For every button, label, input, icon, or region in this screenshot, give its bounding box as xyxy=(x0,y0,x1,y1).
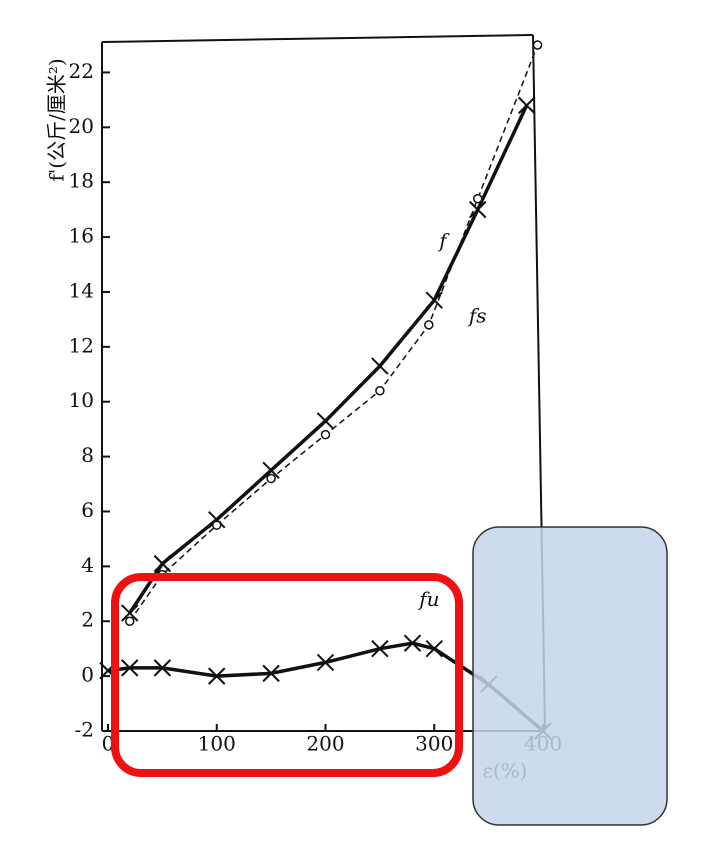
y-tick-label: 4 xyxy=(81,553,94,577)
overlay-box xyxy=(472,526,668,826)
point xyxy=(125,616,135,626)
point xyxy=(121,604,139,622)
point xyxy=(266,473,276,484)
y-tick-label: 14 xyxy=(69,278,94,302)
y-tick-label: 20 xyxy=(69,114,94,138)
series-label: fs xyxy=(467,303,487,327)
point xyxy=(316,412,335,430)
highlight-box xyxy=(111,573,463,777)
x-tick-label: 100 xyxy=(198,732,236,756)
point xyxy=(532,40,543,50)
point xyxy=(371,357,389,375)
series-label: fu xyxy=(417,587,439,611)
point xyxy=(320,429,331,440)
point xyxy=(121,659,139,677)
point xyxy=(469,200,487,219)
point xyxy=(403,634,422,652)
point xyxy=(262,461,280,480)
point xyxy=(517,96,536,115)
series-line xyxy=(128,104,529,614)
y-tick-label: 2 xyxy=(81,608,94,632)
frame-top xyxy=(101,34,534,43)
point xyxy=(208,667,226,685)
y-axis-label: f'(公斤/厘米²) xyxy=(45,58,69,181)
x-tick-label: 300 xyxy=(415,732,453,756)
point xyxy=(208,511,226,529)
y-tick-label: 22 xyxy=(69,59,94,83)
point xyxy=(212,520,222,530)
series-line xyxy=(129,44,539,622)
point xyxy=(425,639,443,658)
y-tick-label: 16 xyxy=(69,224,94,248)
y-tick-label: 6 xyxy=(81,498,94,522)
point xyxy=(375,385,385,396)
point xyxy=(425,291,443,309)
point xyxy=(153,659,172,677)
point xyxy=(262,664,280,683)
y-tick-label: -2 xyxy=(75,718,94,742)
point xyxy=(316,653,335,672)
y-tick-label: 8 xyxy=(81,443,94,467)
point xyxy=(473,193,483,204)
x-tick-label: 200 xyxy=(306,732,344,756)
y-tick-label: 12 xyxy=(69,333,94,357)
y-tick-label: 18 xyxy=(69,169,94,193)
y-tick-label: 0 xyxy=(81,663,94,687)
y-tick-label: 10 xyxy=(69,388,94,412)
point xyxy=(424,320,434,330)
series-label: f xyxy=(437,229,450,253)
point xyxy=(371,639,389,658)
